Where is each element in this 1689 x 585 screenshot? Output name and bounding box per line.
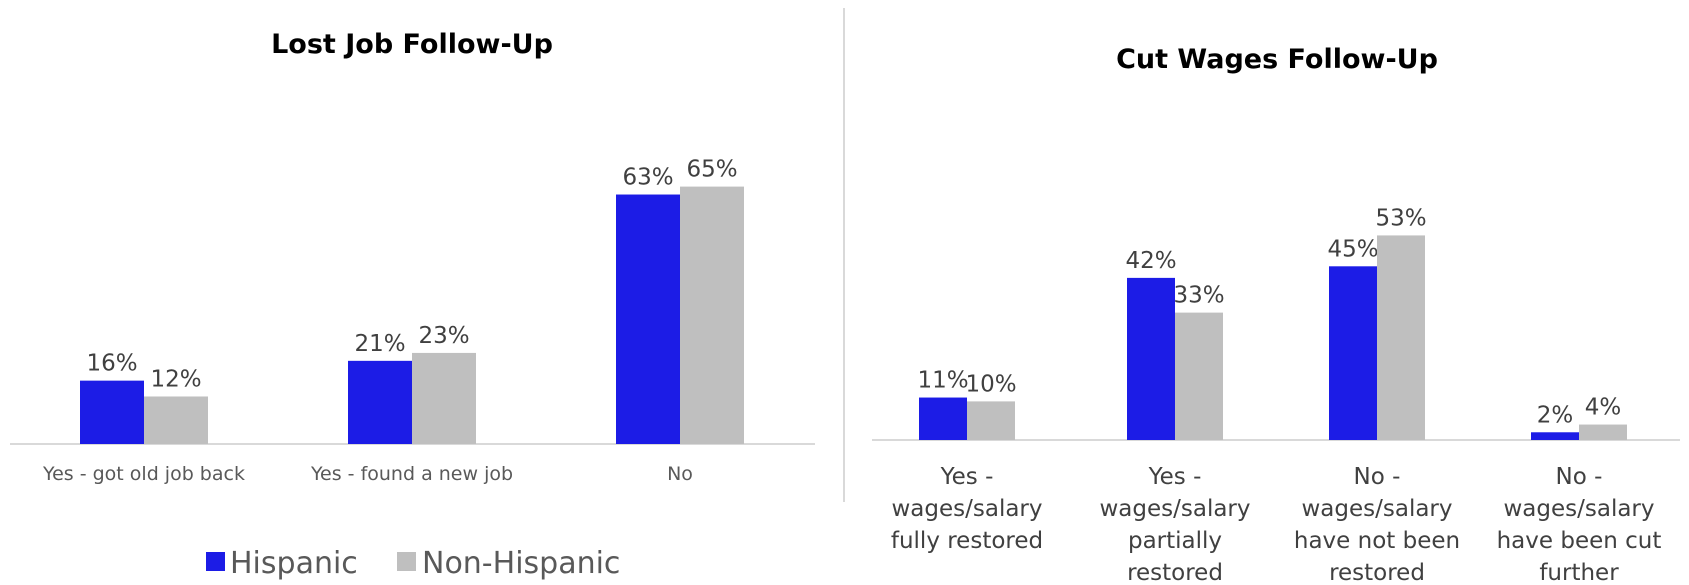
x-tick-label: fully restored [891, 528, 1043, 554]
x-tick-label: wages/salary [891, 496, 1042, 522]
bar-hispanic [1127, 277, 1175, 440]
x-tick-label: have not been [1294, 528, 1460, 554]
bar-non-hispanic [412, 352, 476, 444]
bar-non-hispanic [680, 186, 744, 444]
bar-hispanic [1531, 432, 1579, 440]
data-label: 21% [354, 331, 405, 357]
x-tick-label: wages/salary [1503, 496, 1654, 522]
bar-hispanic [919, 397, 967, 440]
bar-hispanic [616, 194, 680, 444]
x-tick-label: restored [1127, 560, 1223, 585]
data-label: 11% [917, 368, 968, 394]
data-label: 12% [150, 366, 201, 392]
data-label: 63% [622, 165, 673, 191]
data-label: 45% [1327, 236, 1378, 262]
data-label: 23% [418, 323, 469, 349]
data-label: 65% [686, 157, 737, 183]
x-tick-label: Yes - got old job back [42, 463, 245, 485]
bar-non-hispanic [144, 396, 208, 444]
legend-label-hispanic: Hispanic [230, 546, 358, 581]
bar-non-hispanic [1579, 424, 1627, 440]
chart-title: Lost Job Follow-Up [271, 29, 553, 60]
x-tick-label: No - [1556, 464, 1603, 490]
bar-hispanic [1329, 266, 1377, 440]
bar-non-hispanic [1377, 235, 1425, 440]
data-label: 42% [1125, 248, 1176, 274]
x-tick-label: Yes - [940, 464, 994, 490]
x-tick-label: restored [1329, 560, 1425, 585]
legend-swatch-non-hispanic [397, 552, 416, 571]
data-label: 33% [1173, 283, 1224, 309]
chart-title: Cut Wages Follow-Up [1116, 44, 1438, 75]
x-tick-label: wages/salary [1301, 496, 1452, 522]
x-tick-label: have been cut [1497, 528, 1662, 554]
bar-non-hispanic [1175, 312, 1223, 440]
data-label: 53% [1375, 205, 1426, 231]
x-tick-label: No - [1354, 464, 1401, 490]
x-tick-label: No [667, 463, 693, 485]
legend-label-non-hispanic: Non-Hispanic [422, 546, 620, 581]
bar-hispanic [80, 380, 144, 444]
data-label: 4% [1585, 395, 1622, 421]
data-label: 10% [965, 371, 1016, 397]
x-tick-label: Yes - found a new job [310, 463, 513, 485]
bar-non-hispanic [967, 401, 1015, 440]
x-tick-label: Yes - [1148, 464, 1202, 490]
data-label: 2% [1537, 402, 1574, 428]
x-tick-label: partially [1128, 528, 1222, 554]
data-label: 16% [86, 351, 137, 377]
bar-hispanic [348, 360, 412, 444]
legend-swatch-hispanic [206, 552, 225, 571]
x-tick-label: wages/salary [1099, 496, 1250, 522]
x-tick-label: further [1539, 560, 1619, 585]
